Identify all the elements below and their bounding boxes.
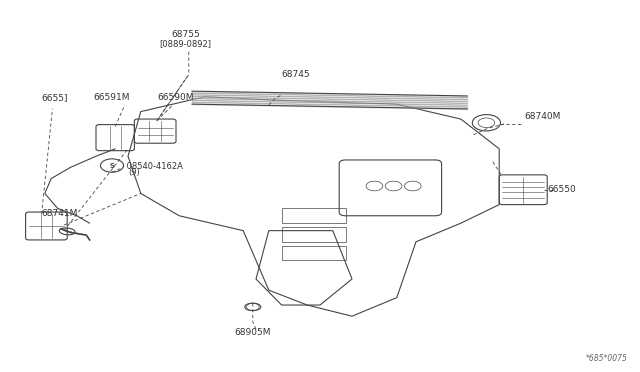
Text: 68905M: 68905M bbox=[234, 328, 271, 337]
Text: [0889-0892]: [0889-0892] bbox=[159, 39, 212, 48]
Bar bbox=[282, 246, 346, 260]
Text: 6655]: 6655] bbox=[42, 93, 68, 102]
Text: 68741M: 68741M bbox=[42, 209, 78, 218]
Text: 66591M: 66591M bbox=[93, 93, 131, 102]
Text: 66590M: 66590M bbox=[157, 93, 195, 102]
Text: 08540-4162A: 08540-4162A bbox=[124, 162, 182, 171]
Text: 68740M: 68740M bbox=[525, 112, 561, 121]
Bar bbox=[282, 227, 346, 242]
Text: *685*0075: *685*0075 bbox=[586, 354, 627, 363]
Text: S: S bbox=[109, 163, 115, 169]
Text: 68745: 68745 bbox=[282, 70, 310, 79]
Bar bbox=[282, 208, 346, 223]
Text: 66550: 66550 bbox=[547, 185, 576, 194]
Text: 68755: 68755 bbox=[172, 30, 200, 39]
Text: (9): (9) bbox=[128, 168, 140, 177]
